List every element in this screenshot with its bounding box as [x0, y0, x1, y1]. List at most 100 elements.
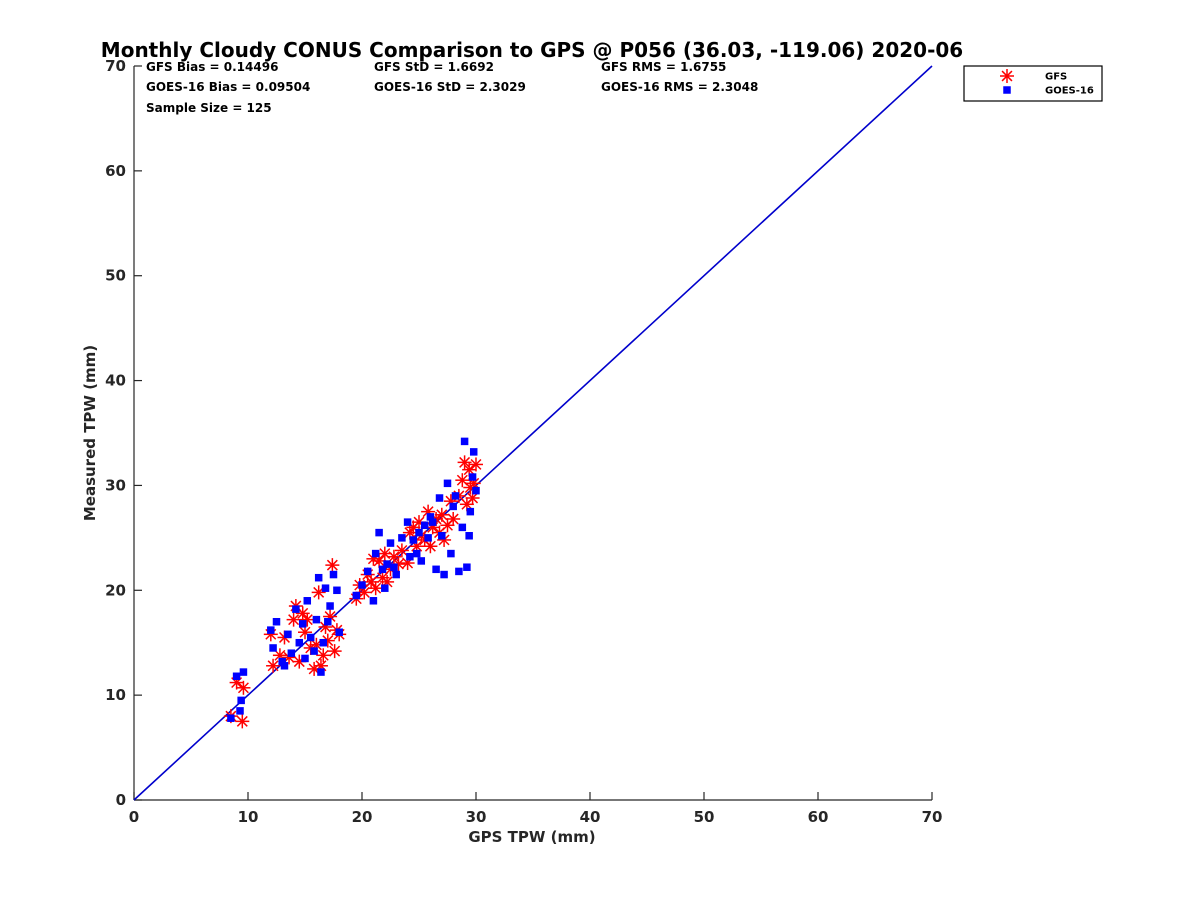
data-point [434, 507, 449, 522]
series-goes-16 [227, 437, 480, 722]
data-point [352, 591, 361, 600]
data-point [465, 532, 473, 540]
data-point [447, 549, 455, 558]
data-point [375, 528, 383, 537]
y-tick-label: 70 [105, 57, 126, 75]
data-point [236, 707, 244, 715]
data-point [377, 546, 392, 561]
data-point [320, 633, 335, 648]
data-point [326, 602, 334, 610]
data-point [455, 567, 463, 576]
data-point [239, 668, 248, 676]
data-point [298, 620, 307, 628]
data-point [284, 630, 292, 639]
data-point [280, 662, 289, 670]
data-point [394, 543, 409, 558]
data-point [457, 455, 472, 470]
data-point [266, 658, 281, 673]
legend-entry: GFS [1000, 69, 1067, 83]
data-point [232, 672, 241, 681]
data-point [440, 570, 448, 579]
data-point [440, 518, 455, 533]
legend-entry: GOES-16 [1003, 86, 1094, 97]
legend-label: GFS [1045, 72, 1067, 83]
data-point [386, 539, 395, 547]
data-point [371, 549, 380, 558]
plot-area: 0 10 20 30 40 50 60 70 0 10 20 30 40 50 60 70 [105, 57, 942, 826]
data-point [383, 560, 391, 568]
data-point [438, 532, 446, 540]
data-point [368, 581, 383, 596]
legend-items: GFS GOES-16 [1000, 69, 1094, 97]
data-point [237, 696, 245, 705]
data-point [267, 626, 275, 634]
data-point [409, 536, 418, 544]
y-tick-label: 30 [105, 476, 126, 494]
data-point [335, 628, 343, 636]
data-point [306, 633, 315, 642]
x-axis-label: GPS TPW (mm) [468, 828, 595, 846]
data-point [386, 549, 401, 564]
data-point [312, 615, 321, 624]
data-point [449, 502, 457, 511]
data-point [317, 668, 325, 676]
data-point [428, 518, 437, 526]
data-point [357, 585, 372, 600]
data-point [460, 437, 469, 446]
data-point [292, 605, 300, 613]
x-tick-label: 20 [352, 808, 373, 826]
data-point [466, 507, 475, 516]
stat-label: GFS StD = 1.6692 [374, 60, 494, 74]
data-point [392, 570, 400, 579]
data-point [369, 597, 378, 605]
legend-box [963, 65, 1103, 102]
x-tick-label: 60 [808, 808, 829, 826]
data-point [227, 714, 235, 722]
data-point [424, 534, 432, 542]
legend-label: GOES-16 [1045, 86, 1094, 97]
data-point [278, 657, 286, 666]
data-point [398, 534, 406, 542]
data-point [325, 558, 340, 573]
y-tick-label: 50 [105, 267, 126, 285]
stats-annotations: GFS Bias = 0.14496 GFS StD = 1.6692 GFS RM… [146, 60, 758, 115]
data-point [363, 567, 372, 576]
legend: GFS GOES-16 [963, 65, 1103, 102]
data-point [310, 647, 318, 655]
data-point [469, 457, 483, 472]
data-point [390, 563, 398, 571]
data-point [403, 518, 412, 526]
data-point [468, 473, 477, 481]
data-point [406, 552, 414, 561]
stat-label: Sample Size = 125 [146, 101, 272, 115]
y-tick-label: 40 [105, 372, 126, 390]
legend-marker [1000, 69, 1014, 83]
y-tick-label: 20 [105, 581, 126, 599]
data-point [303, 597, 312, 605]
data-point [412, 549, 421, 558]
data-point [435, 494, 444, 502]
data-point [455, 473, 470, 488]
data-point [316, 648, 331, 663]
data-point [451, 492, 460, 500]
x-tick-label: 70 [922, 808, 943, 826]
data-point [272, 617, 281, 626]
data-point [314, 573, 323, 582]
data-point [420, 521, 429, 530]
chart-title: Monthly Cloudy CONUS Comparison to GPS @… [101, 38, 963, 62]
data-point [458, 523, 467, 532]
data-point [446, 511, 461, 526]
data-point [235, 714, 250, 729]
x-tick-label: 40 [580, 808, 601, 826]
data-point [426, 513, 435, 521]
x-tick-label: 0 [129, 808, 139, 826]
stat-label: GOES-16 Bias = 0.09504 [146, 80, 310, 94]
data-point [329, 570, 338, 579]
one-to-one-line [133, 65, 933, 801]
legend-marker [1003, 86, 1011, 94]
data-point [286, 612, 301, 627]
data-point [381, 584, 389, 592]
data-point [327, 644, 342, 659]
data-point [463, 563, 471, 571]
